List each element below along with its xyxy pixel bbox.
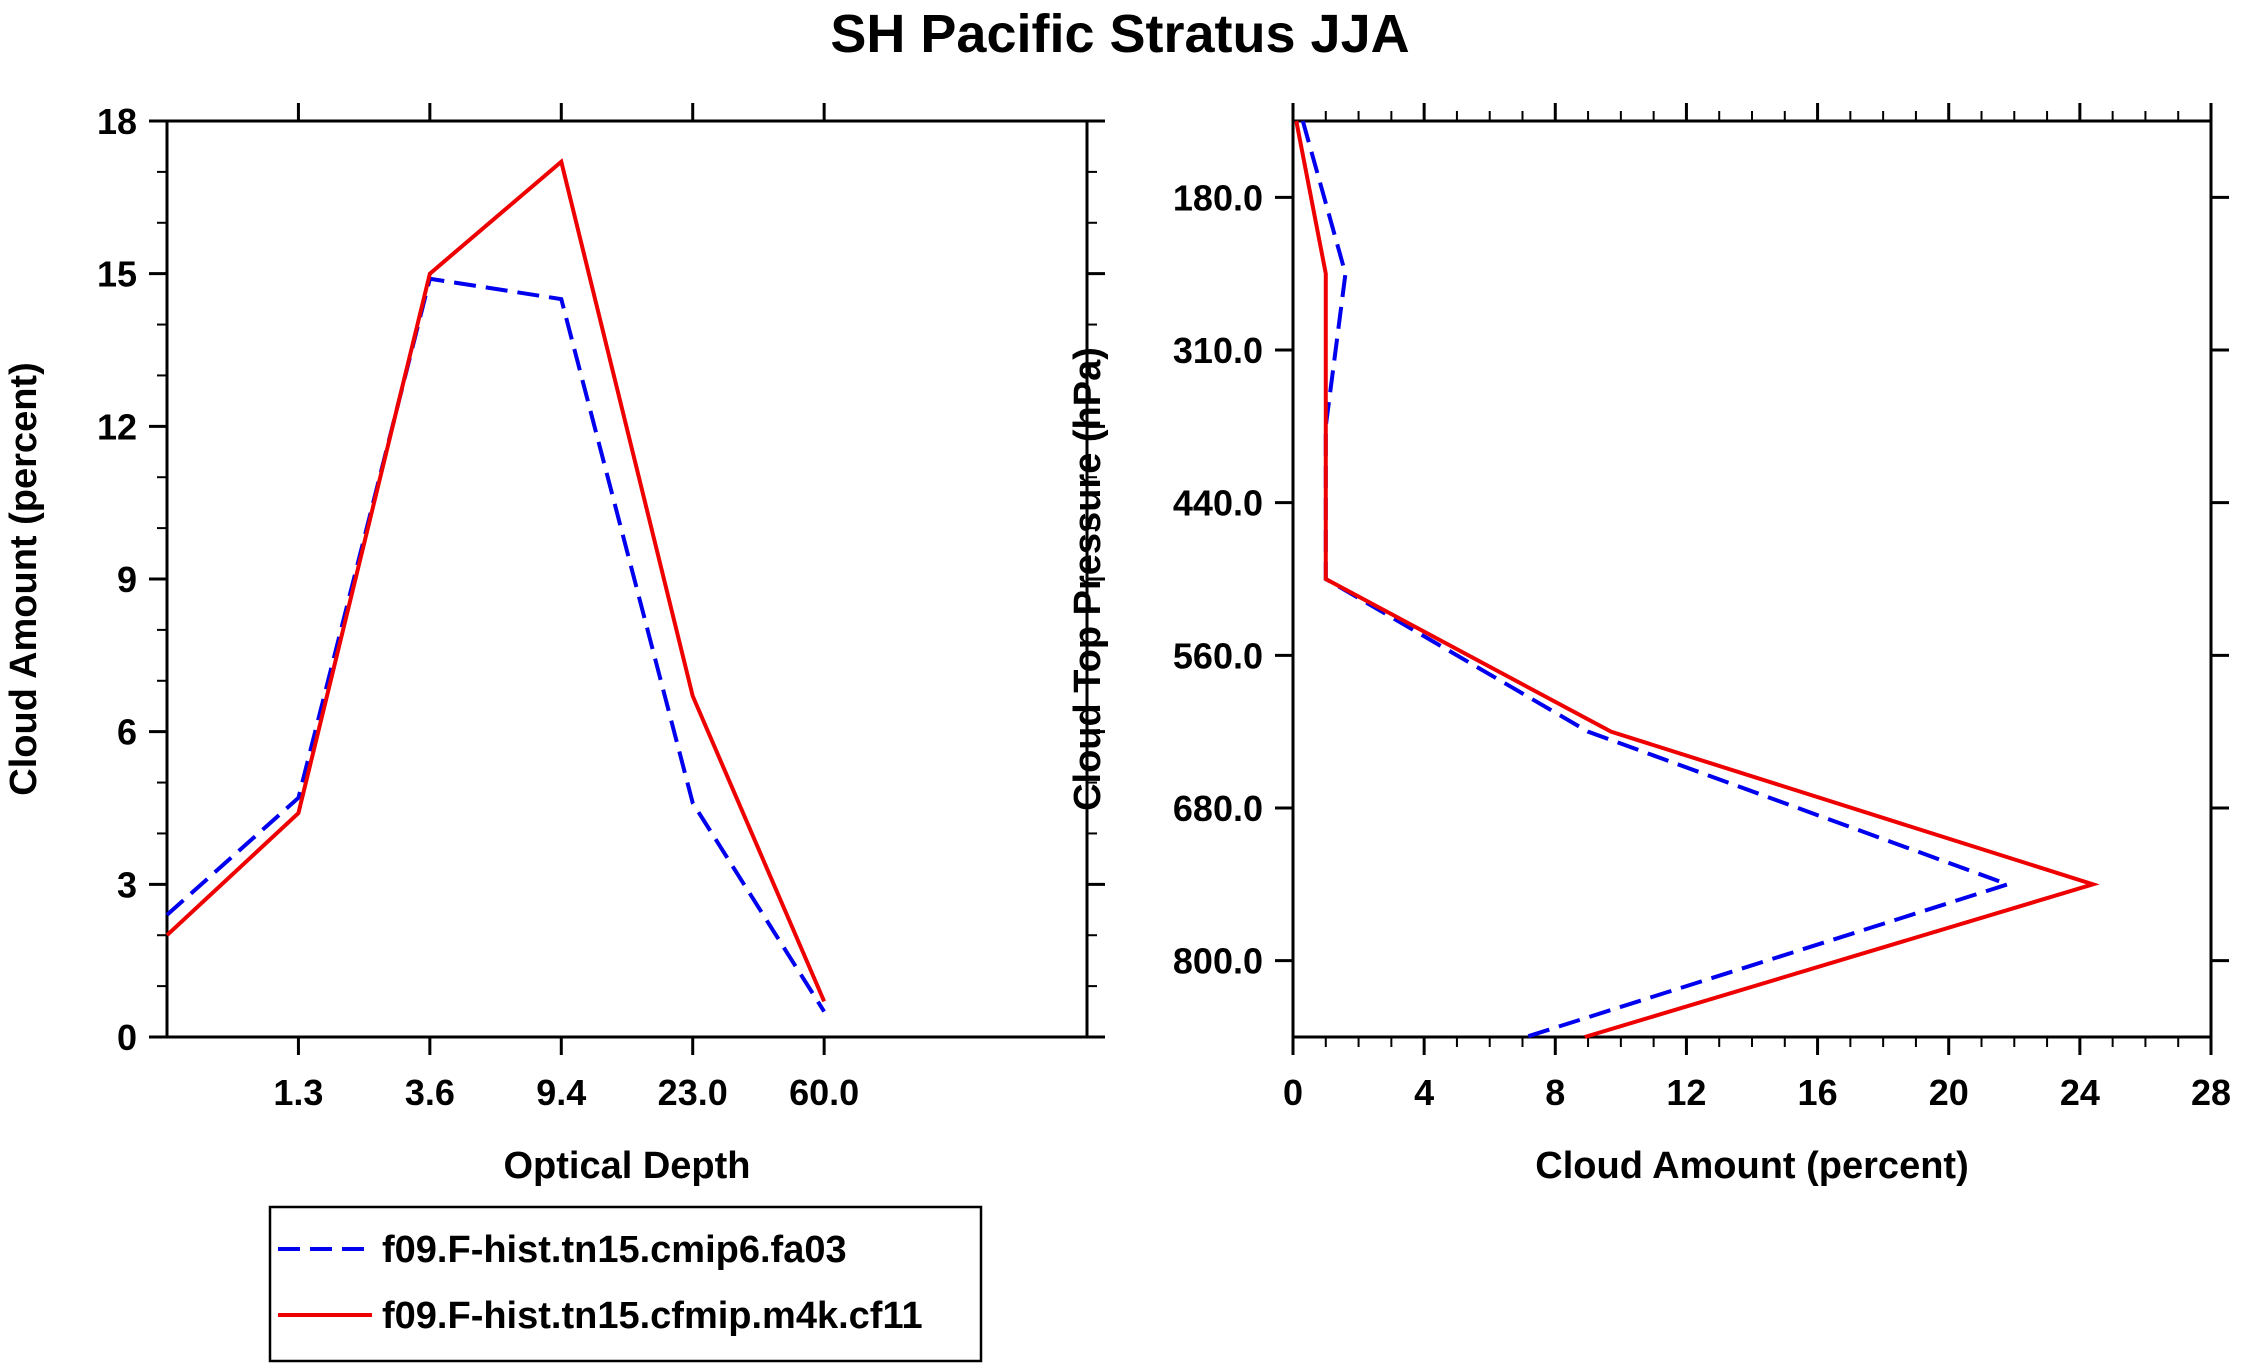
right-y-tick-label: 310.0 — [1173, 330, 1263, 371]
right-y-tick-labels: 180.0 310.0 440.0 560.0 680.0 800.0 — [1173, 177, 1263, 981]
right-x-tick-label: 8 — [1545, 1072, 1565, 1113]
left-x-tick-label: 9.4 — [536, 1072, 586, 1113]
left-x-tick-label: 60.0 — [789, 1072, 859, 1113]
left-series — [165, 158, 826, 1013]
right-y-tick-label: 560.0 — [1173, 635, 1263, 676]
legend-box — [268, 1205, 983, 1363]
left-x-tick-label: 23.0 — [658, 1072, 728, 1113]
left-y-tick-label: 9 — [117, 559, 137, 600]
left-y-axis-title: Cloud Amount (percent) — [3, 362, 45, 795]
right-x-axis-title: Cloud Amount (percent) — [1535, 1145, 1968, 1187]
left-y-tick-label: 6 — [117, 712, 137, 753]
right-x-tick-label: 28 — [2191, 1072, 2231, 1113]
right-x-tick-labels: 0 4 8 12 16 20 24 28 — [1283, 1072, 2231, 1113]
left-plot-frame — [165, 119, 1089, 1039]
right-series-line-model-b — [1294, 120, 2100, 1039]
left-x-tick-label: 1.3 — [273, 1072, 323, 1113]
right-panel: 0 4 8 12 16 20 24 28 180.0 310.0 440.0 560.0 680.0 8… — [1067, 103, 2231, 1187]
right-series — [1294, 120, 2100, 1039]
right-y-tick-label: 800.0 — [1173, 941, 1263, 982]
legend-label-model-a: f09.F-hist.tn15.cmip6.fa03 — [382, 1229, 847, 1271]
right-ticks — [1275, 103, 2229, 1055]
right-plot-frame — [1291, 119, 2213, 1039]
right-y-tick-label: 180.0 — [1173, 177, 1263, 218]
right-x-tick-label: 16 — [1798, 1072, 1838, 1113]
right-x-tick-label: 24 — [2060, 1072, 2100, 1113]
right-y-tick-label: 440.0 — [1173, 483, 1263, 524]
left-y-tick-label: 0 — [117, 1017, 137, 1058]
right-y-axis-title: Cloud Top Pressure (hPa) — [1067, 347, 1109, 811]
right-series-line-model-a — [1300, 120, 2014, 1039]
legend-label-model-b: f09.F-hist.tn15.cfmip.m4k.cf11 — [382, 1295, 923, 1337]
right-y-tick-label: 680.0 — [1173, 788, 1263, 829]
right-x-tick-label: 20 — [1929, 1072, 1969, 1113]
left-y-tick-label: 15 — [97, 254, 137, 295]
left-y-tick-labels: 0 3 6 9 12 15 18 — [97, 101, 137, 1058]
chart-title: SH Pacific Stratus JJA — [830, 4, 1409, 64]
legend: f09.F-hist.tn15.cmip6.fa03 f09.F-hist.tn… — [268, 1205, 983, 1363]
left-y-tick-label: 18 — [97, 101, 137, 142]
left-x-axis-title: Optical Depth — [503, 1145, 750, 1187]
right-x-tick-label: 4 — [1414, 1072, 1434, 1113]
left-series-line-model-a — [165, 276, 826, 1013]
right-x-tick-label: 0 — [1283, 1072, 1303, 1113]
left-x-tick-labels: 1.3 3.6 9.4 23.0 60.0 — [273, 1072, 859, 1113]
left-y-tick-label: 12 — [97, 406, 137, 447]
left-ticks — [149, 103, 1105, 1055]
right-x-tick-label: 12 — [1666, 1072, 1706, 1113]
left-y-tick-label: 3 — [117, 864, 137, 905]
left-series-line-model-b — [165, 158, 826, 1003]
left-x-tick-label: 3.6 — [405, 1072, 455, 1113]
left-panel: 1.3 3.6 9.4 23.0 60.0 0 3 6 9 12 15 18 Optical Dep… — [3, 101, 1105, 1187]
